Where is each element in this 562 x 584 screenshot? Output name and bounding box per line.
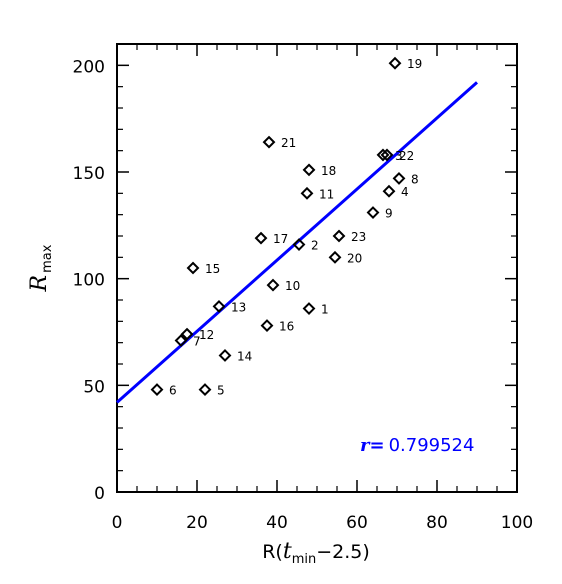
data-point	[366, 206, 380, 219]
point-label: 19	[407, 57, 422, 71]
point-label: 16	[279, 320, 294, 334]
data-point	[302, 302, 316, 315]
data-points	[150, 56, 406, 397]
data-point	[186, 261, 200, 275]
point-label: 12	[199, 328, 214, 342]
correlation-label: r= 0.799524	[360, 435, 474, 456]
y-tick-label: 50	[83, 377, 105, 397]
point-label: 3	[395, 149, 403, 163]
point-label: 9	[385, 207, 393, 221]
tick-labels: 0 20 40 60 80 100 0 50 100 150 200	[73, 57, 534, 533]
point-label: 7	[193, 335, 201, 349]
data-point	[260, 319, 274, 333]
x-tick-label: 100	[501, 513, 533, 533]
point-label: 11	[319, 187, 334, 201]
data-point	[292, 238, 306, 251]
point-label: 23	[351, 230, 366, 244]
point-label: 17	[273, 232, 288, 246]
y-tick-label: 150	[73, 164, 105, 184]
x-tick-label: 0	[112, 513, 123, 533]
data-point	[328, 250, 342, 264]
data-point	[212, 299, 226, 313]
data-point	[332, 229, 346, 243]
point-label: 10	[285, 279, 300, 293]
y-tick-label: 100	[73, 271, 105, 291]
point-label: 22	[399, 149, 414, 163]
point-label: 13	[231, 300, 246, 314]
correlation-symbol: r	[360, 435, 371, 456]
point-label: 1	[321, 303, 329, 317]
plot-frame	[116, 43, 518, 493]
y-axis-title: Rmax	[27, 244, 55, 292]
point-label: 2	[311, 239, 319, 253]
x-axis-title: R(tmin−2.5)	[262, 539, 370, 567]
data-point	[180, 327, 194, 341]
correlation-equals: =	[369, 435, 384, 456]
point-label: 15	[205, 262, 220, 276]
data-point	[382, 184, 396, 198]
x-tick-label: 20	[186, 513, 208, 533]
x-tick-label: 40	[266, 513, 288, 533]
data-point	[388, 56, 402, 70]
point-label: 21	[281, 136, 296, 150]
point-label: 6	[169, 384, 177, 398]
data-point	[300, 186, 314, 200]
x-tick-label: 80	[426, 513, 448, 533]
point-label: 20	[347, 251, 362, 265]
point-label: 5	[217, 384, 225, 398]
data-point	[376, 148, 390, 162]
data-point	[392, 171, 406, 185]
y-tick-label: 0	[94, 484, 105, 504]
data-point	[380, 148, 394, 162]
correlation-value: 0.799524	[389, 435, 475, 456]
data-point	[266, 278, 280, 292]
data-point	[174, 334, 188, 347]
data-point	[198, 383, 212, 397]
point-label: 14	[237, 349, 252, 363]
x-tick-label: 60	[346, 513, 368, 533]
point-label: 8	[411, 172, 419, 186]
point-label: 4	[401, 185, 409, 199]
axis-ticks	[116, 43, 518, 493]
y-tick-label: 200	[73, 57, 105, 77]
data-point	[254, 231, 268, 245]
data-point	[262, 135, 276, 149]
point-label: 18	[321, 164, 336, 178]
data-point	[218, 349, 232, 362]
data-point	[150, 383, 164, 397]
data-point	[302, 163, 316, 177]
